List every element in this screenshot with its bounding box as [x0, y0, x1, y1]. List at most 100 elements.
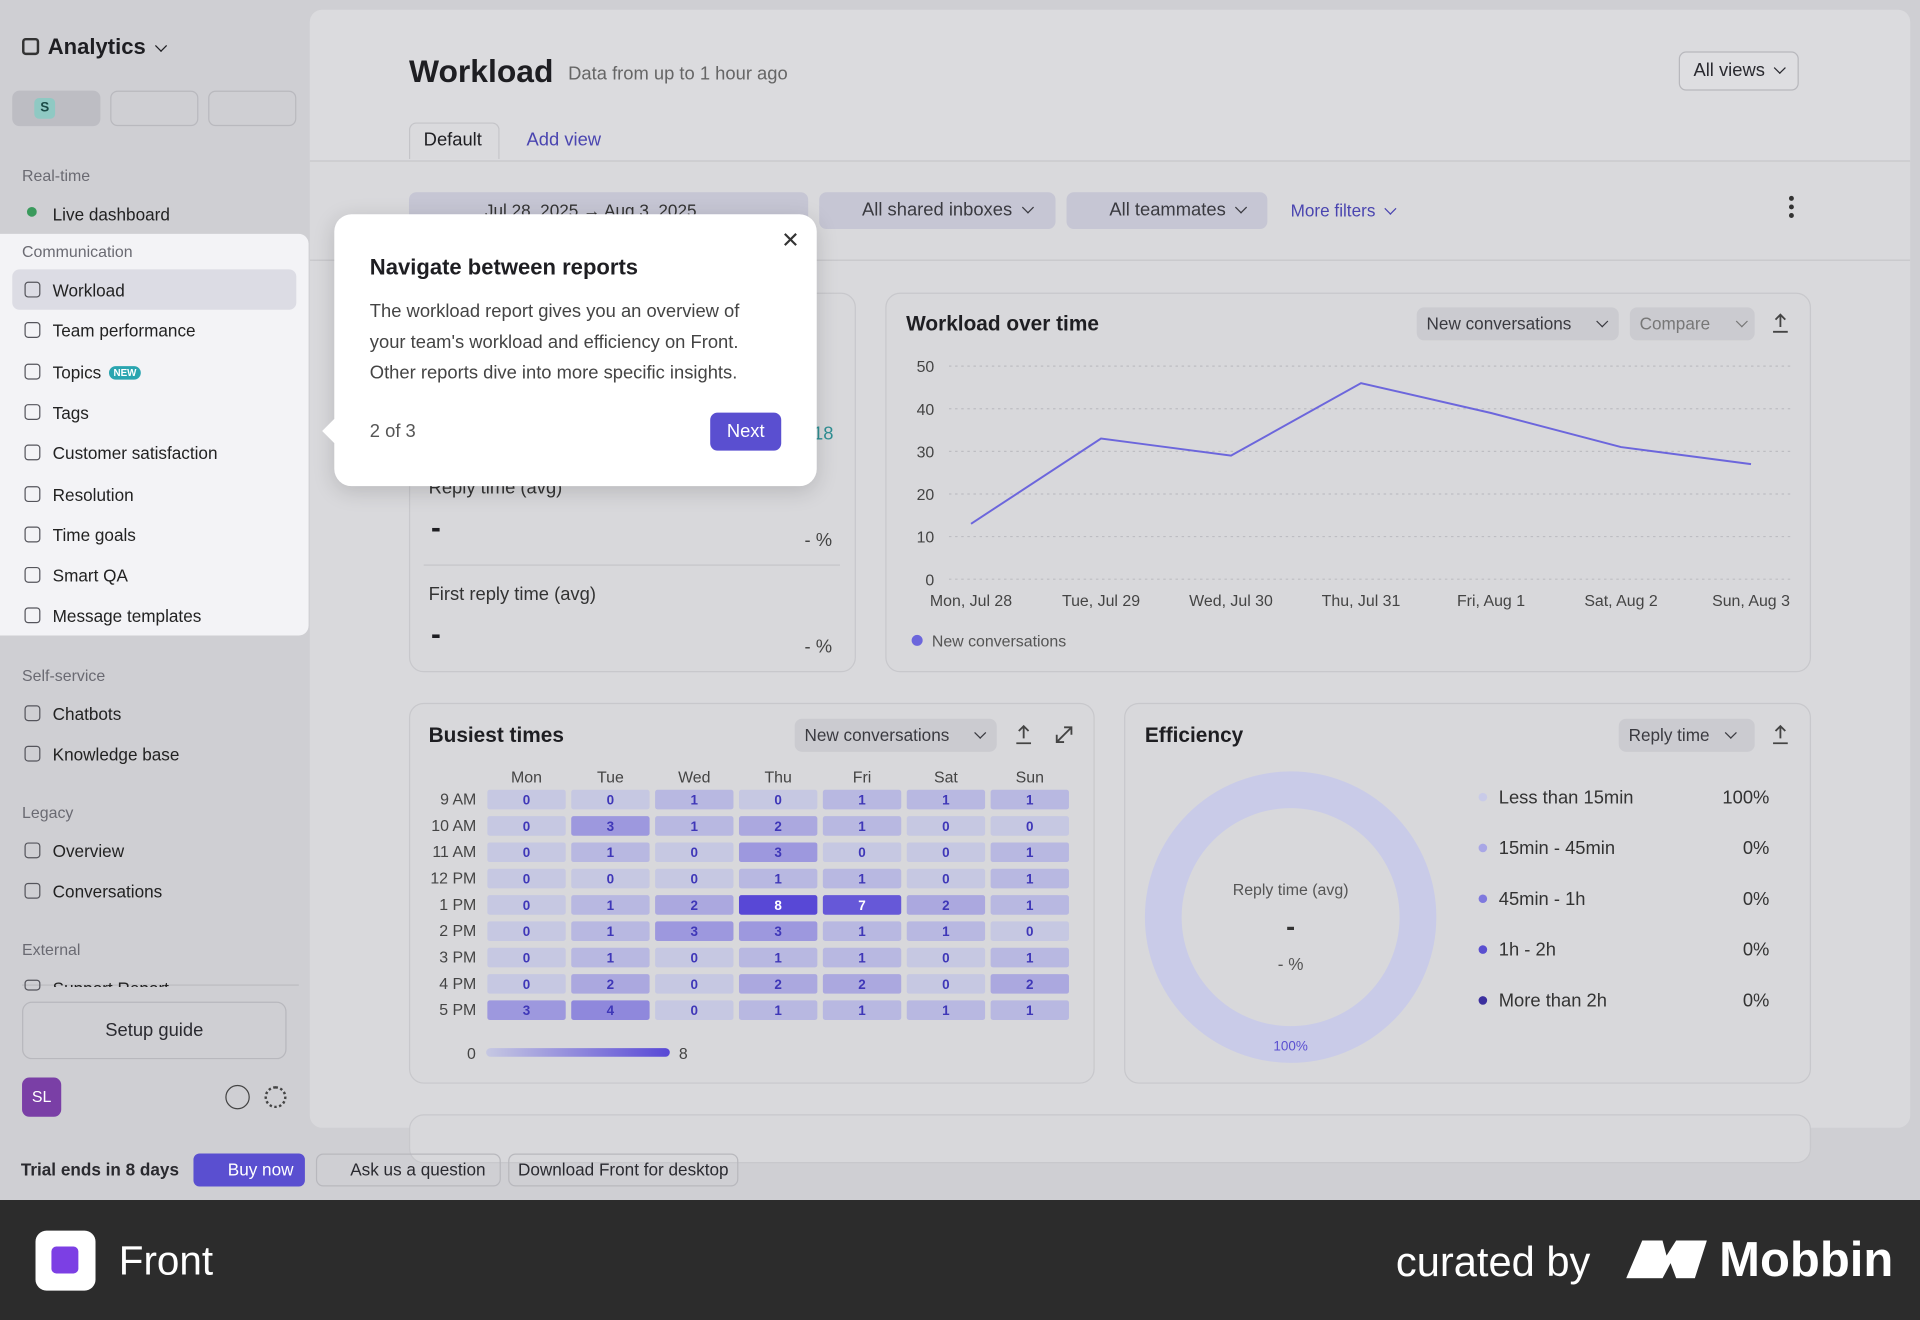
heatmap-cell [906, 868, 986, 889]
front-logo [35, 1230, 96, 1291]
metric-value: - [431, 618, 441, 652]
app-title-text: Analytics [47, 34, 146, 59]
heatmap-cell [738, 789, 818, 810]
heatmap-cell [487, 868, 566, 889]
heatmap-cell-label: 1 [774, 871, 782, 886]
user-switch[interactable] [208, 90, 297, 127]
help-icon[interactable] [225, 1084, 250, 1110]
nav-item[interactable]: Time goals [52, 525, 136, 545]
heatmap-col-label: Tue [597, 769, 624, 786]
heatmap-cell [822, 895, 902, 915]
metric-label: First reply time (avg) [428, 584, 596, 605]
x-tick-label: Fri, Aug 1 [1457, 593, 1525, 610]
close-button[interactable]: ✕ [781, 227, 800, 253]
heatmap-cell-label: 0 [523, 898, 530, 913]
tab[interactable]: Default [423, 129, 482, 151]
heatmap-cell-label: 1 [858, 950, 866, 965]
nav-item[interactable]: Team performance [52, 321, 196, 341]
nav-item[interactable]: Knowledge base [52, 744, 180, 765]
settings-icon[interactable] [264, 1086, 287, 1109]
metric-select-text: New conversations [804, 724, 950, 745]
kebab-menu[interactable] [1788, 195, 1794, 218]
nav-item[interactable]: Smart QA [52, 565, 128, 586]
nav-item[interactable]: Message templates [52, 606, 202, 627]
teammate-filter-text: All teammates [1109, 199, 1226, 221]
nav-item[interactable]: Customer satisfaction [52, 443, 218, 464]
heatmap-cell-label: 1 [1026, 792, 1034, 807]
legend-value: 0% [1743, 837, 1770, 858]
app-name: Front [118, 1237, 214, 1284]
teammate-filter[interactable]: All teammates [1066, 192, 1268, 229]
y-tick-label: 20 [917, 487, 935, 504]
nav-item[interactable]: Support Report [53, 980, 169, 987]
heatmap-cell-label: 1 [1026, 950, 1034, 965]
nav-item[interactable]: Chatbots [52, 704, 122, 724]
nav-icon [26, 206, 37, 217]
metric-select[interactable]: Reply time [1618, 718, 1755, 752]
download-desktop[interactable]: Download Front for desktop [508, 1153, 739, 1187]
brand-name: Mobbin [1719, 1233, 1894, 1287]
next-button[interactable]: Next [710, 412, 782, 451]
heatmap-cell-label: 1 [607, 950, 615, 965]
export-icons [1016, 313, 1788, 745]
heatmap-cell-label: 0 [523, 950, 530, 965]
heatmap-cell [738, 895, 818, 915]
workspace-switch[interactable]: S [12, 90, 101, 127]
heatmap-cell [906, 816, 986, 836]
heatmap-cell [487, 816, 566, 836]
heatmap-cell [655, 947, 734, 968]
team-switch[interactable] [110, 90, 199, 127]
heatmap-cell [906, 1000, 986, 1020]
heatmap-cell [655, 1000, 734, 1020]
heatmap-cell [571, 868, 650, 889]
tab[interactable]: Add view [526, 129, 602, 151]
heatmap-cell-label: 0 [523, 871, 530, 886]
metric-select[interactable]: New conversations [1416, 307, 1619, 341]
nav-icon [24, 403, 41, 420]
nav-item[interactable]: Resolution [52, 484, 134, 504]
legend-dot [911, 634, 923, 646]
tab-active[interactable] [408, 122, 500, 160]
nav-item[interactable]: Topics NEW [53, 363, 142, 380]
nav-item[interactable]: Workload [52, 280, 125, 300]
heatmap-cell-label: 1 [607, 845, 615, 860]
heatmap-cell-label: 0 [1026, 924, 1033, 939]
heatmap-cell [571, 974, 650, 994]
ask-question[interactable]: Ask us a question [315, 1153, 501, 1187]
divider [423, 564, 840, 566]
heatmap-col-label: Sat [934, 769, 958, 786]
app-title[interactable]: Analytics [47, 34, 168, 59]
nav-item[interactable]: Tags [52, 402, 89, 423]
views-button-text: All views [1693, 60, 1765, 81]
more-filters-text: More filters [1290, 200, 1376, 221]
card-title: Workload over time [906, 312, 1099, 336]
nav-item[interactable]: Conversations [52, 881, 163, 902]
nav-icon [24, 746, 41, 762]
heatmap-cell-label: 3 [691, 924, 698, 939]
heatmap-cell-label: 0 [523, 977, 530, 992]
heatmap-cell [822, 868, 902, 889]
compare-select[interactable]: Compare [1629, 307, 1755, 341]
metric-change: - % [804, 636, 833, 658]
heatmap-cell-label: 3 [774, 924, 781, 939]
views-button[interactable]: All views [1678, 51, 1800, 91]
heatmap-cell-label: 0 [691, 977, 698, 992]
nav-item[interactable]: Live dashboard [52, 204, 170, 225]
heatmap-cell [738, 816, 818, 836]
metric-select[interactable]: New conversations [794, 718, 997, 752]
heatmap-cell [990, 816, 1069, 836]
more-filters[interactable]: More filters [1290, 200, 1397, 221]
setup-guide[interactable]: Setup guide [22, 1001, 287, 1060]
donut-center-change: - % [1278, 954, 1304, 974]
nav-icon [24, 444, 41, 461]
legend-label: More than 2h [1499, 990, 1607, 1011]
heatmap-cell-label: 1 [607, 898, 615, 913]
buy-now[interactable]: Buy now [193, 1153, 305, 1187]
heatmap-cell-label: 0 [942, 819, 949, 834]
avatar[interactable]: SL [22, 1077, 62, 1117]
inbox-filter[interactable]: All shared inboxes [819, 192, 1056, 229]
curated-by: curated by [1395, 1239, 1591, 1286]
nav-item[interactable]: Overview [52, 841, 125, 861]
heatmap-cell-label: 4 [607, 1003, 615, 1018]
